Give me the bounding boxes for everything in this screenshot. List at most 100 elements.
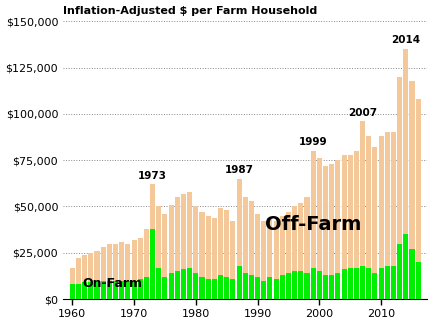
- Bar: [391, 266, 396, 299]
- Bar: [150, 229, 155, 299]
- Bar: [175, 271, 180, 299]
- Bar: [385, 266, 390, 299]
- Text: 1973: 1973: [138, 171, 167, 181]
- Bar: [243, 273, 248, 299]
- Bar: [298, 271, 304, 299]
- Bar: [372, 273, 378, 299]
- Bar: [126, 280, 130, 299]
- Bar: [107, 243, 112, 299]
- Bar: [268, 218, 272, 299]
- Bar: [119, 280, 124, 299]
- Bar: [230, 221, 236, 299]
- Bar: [132, 280, 136, 299]
- Bar: [378, 136, 384, 299]
- Bar: [200, 277, 204, 299]
- Bar: [366, 136, 372, 299]
- Bar: [218, 208, 223, 299]
- Bar: [107, 280, 112, 299]
- Bar: [304, 273, 310, 299]
- Bar: [292, 206, 297, 299]
- Bar: [119, 242, 124, 299]
- Bar: [397, 77, 402, 299]
- Bar: [88, 253, 94, 299]
- Text: Off-Farm: Off-Farm: [265, 215, 362, 234]
- Bar: [286, 273, 291, 299]
- Bar: [268, 277, 272, 299]
- Bar: [335, 160, 340, 299]
- Bar: [348, 267, 353, 299]
- Bar: [255, 214, 260, 299]
- Bar: [156, 267, 162, 299]
- Bar: [274, 279, 279, 299]
- Bar: [224, 277, 229, 299]
- Bar: [329, 164, 334, 299]
- Bar: [310, 267, 316, 299]
- Bar: [236, 179, 242, 299]
- Bar: [76, 284, 81, 299]
- Bar: [342, 269, 346, 299]
- Bar: [348, 155, 353, 299]
- Bar: [144, 229, 149, 299]
- Bar: [162, 277, 168, 299]
- Bar: [230, 279, 236, 299]
- Bar: [138, 238, 143, 299]
- Text: 1987: 1987: [225, 165, 254, 175]
- Bar: [162, 214, 168, 299]
- Bar: [132, 240, 136, 299]
- Bar: [372, 147, 378, 299]
- Bar: [304, 197, 310, 299]
- Text: 2007: 2007: [348, 108, 377, 118]
- Bar: [317, 271, 322, 299]
- Bar: [280, 275, 285, 299]
- Bar: [360, 121, 365, 299]
- Bar: [193, 273, 198, 299]
- Bar: [181, 269, 186, 299]
- Text: Inflation-Adjusted $ per Farm Household: Inflation-Adjusted $ per Farm Household: [63, 6, 317, 16]
- Bar: [100, 247, 106, 299]
- Bar: [200, 212, 204, 299]
- Bar: [243, 197, 248, 299]
- Bar: [144, 277, 149, 299]
- Bar: [187, 267, 192, 299]
- Text: On-Farm: On-Farm: [82, 277, 142, 290]
- Bar: [354, 151, 359, 299]
- Bar: [113, 280, 118, 299]
- Bar: [206, 216, 211, 299]
- Bar: [354, 267, 359, 299]
- Bar: [175, 197, 180, 299]
- Bar: [261, 221, 266, 299]
- Bar: [236, 266, 242, 299]
- Text: 1999: 1999: [299, 137, 327, 147]
- Bar: [100, 280, 106, 299]
- Bar: [70, 267, 75, 299]
- Bar: [403, 234, 408, 299]
- Bar: [156, 206, 162, 299]
- Bar: [416, 262, 421, 299]
- Bar: [94, 251, 100, 299]
- Bar: [280, 216, 285, 299]
- Bar: [150, 184, 155, 299]
- Bar: [187, 192, 192, 299]
- Bar: [410, 81, 414, 299]
- Bar: [274, 221, 279, 299]
- Bar: [181, 194, 186, 299]
- Bar: [212, 218, 217, 299]
- Bar: [335, 273, 340, 299]
- Bar: [360, 266, 365, 299]
- Bar: [286, 212, 291, 299]
- Bar: [378, 267, 384, 299]
- Bar: [416, 99, 421, 299]
- Bar: [94, 282, 100, 299]
- Bar: [397, 243, 402, 299]
- Bar: [385, 133, 390, 299]
- Bar: [329, 275, 334, 299]
- Bar: [310, 151, 316, 299]
- Bar: [126, 243, 130, 299]
- Bar: [88, 282, 94, 299]
- Bar: [323, 166, 328, 299]
- Bar: [342, 155, 346, 299]
- Bar: [113, 243, 118, 299]
- Bar: [168, 205, 174, 299]
- Bar: [317, 158, 322, 299]
- Bar: [76, 258, 81, 299]
